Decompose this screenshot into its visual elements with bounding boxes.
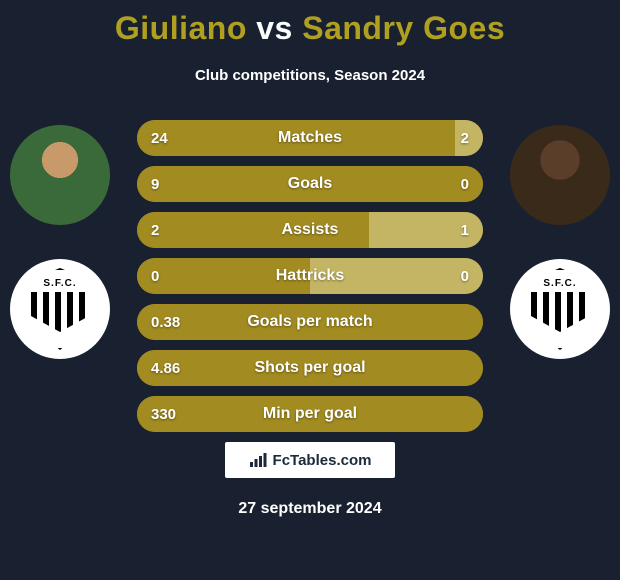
bar-row: 0.38Goals per match [137, 304, 483, 340]
watermark: FcTables.com [225, 442, 395, 478]
player2-club-badge [510, 259, 610, 359]
player1-club-badge [10, 259, 110, 359]
santos-badge-icon [19, 268, 101, 350]
left-avatar-column [10, 125, 110, 359]
right-avatar-column [510, 125, 610, 359]
bar-label: Goals per match [137, 304, 483, 340]
bar-row: 330Min per goal [137, 396, 483, 432]
comparison-title: Giuliano vs Sandry Goes [0, 0, 620, 47]
player1-avatar [10, 125, 110, 225]
bar-row: 21Assists [137, 212, 483, 248]
chart-icon [249, 453, 267, 467]
bar-label: Shots per goal [137, 350, 483, 386]
bar-row: 4.86Shots per goal [137, 350, 483, 386]
santos-badge-icon [519, 268, 601, 350]
bar-row: 00Hattricks [137, 258, 483, 294]
bar-label: Min per goal [137, 396, 483, 432]
player1-name: Giuliano [115, 10, 247, 46]
player2-name: Sandry Goes [302, 10, 505, 46]
bar-label: Assists [137, 212, 483, 248]
bar-row: 242Matches [137, 120, 483, 156]
subtitle: Club competitions, Season 2024 [0, 67, 620, 84]
comparison-bars: 242Matches 90Goals 21Assists 00Hattricks 0.3… [137, 120, 483, 442]
bar-label: Goals [137, 166, 483, 202]
bar-label: Hattricks [137, 258, 483, 294]
vs-label: vs [256, 10, 293, 46]
bar-label: Matches [137, 120, 483, 156]
player2-avatar [510, 125, 610, 225]
date-label: 27 september 2024 [0, 500, 620, 518]
bar-row: 90Goals [137, 166, 483, 202]
watermark-text: FcTables.com [273, 452, 372, 469]
